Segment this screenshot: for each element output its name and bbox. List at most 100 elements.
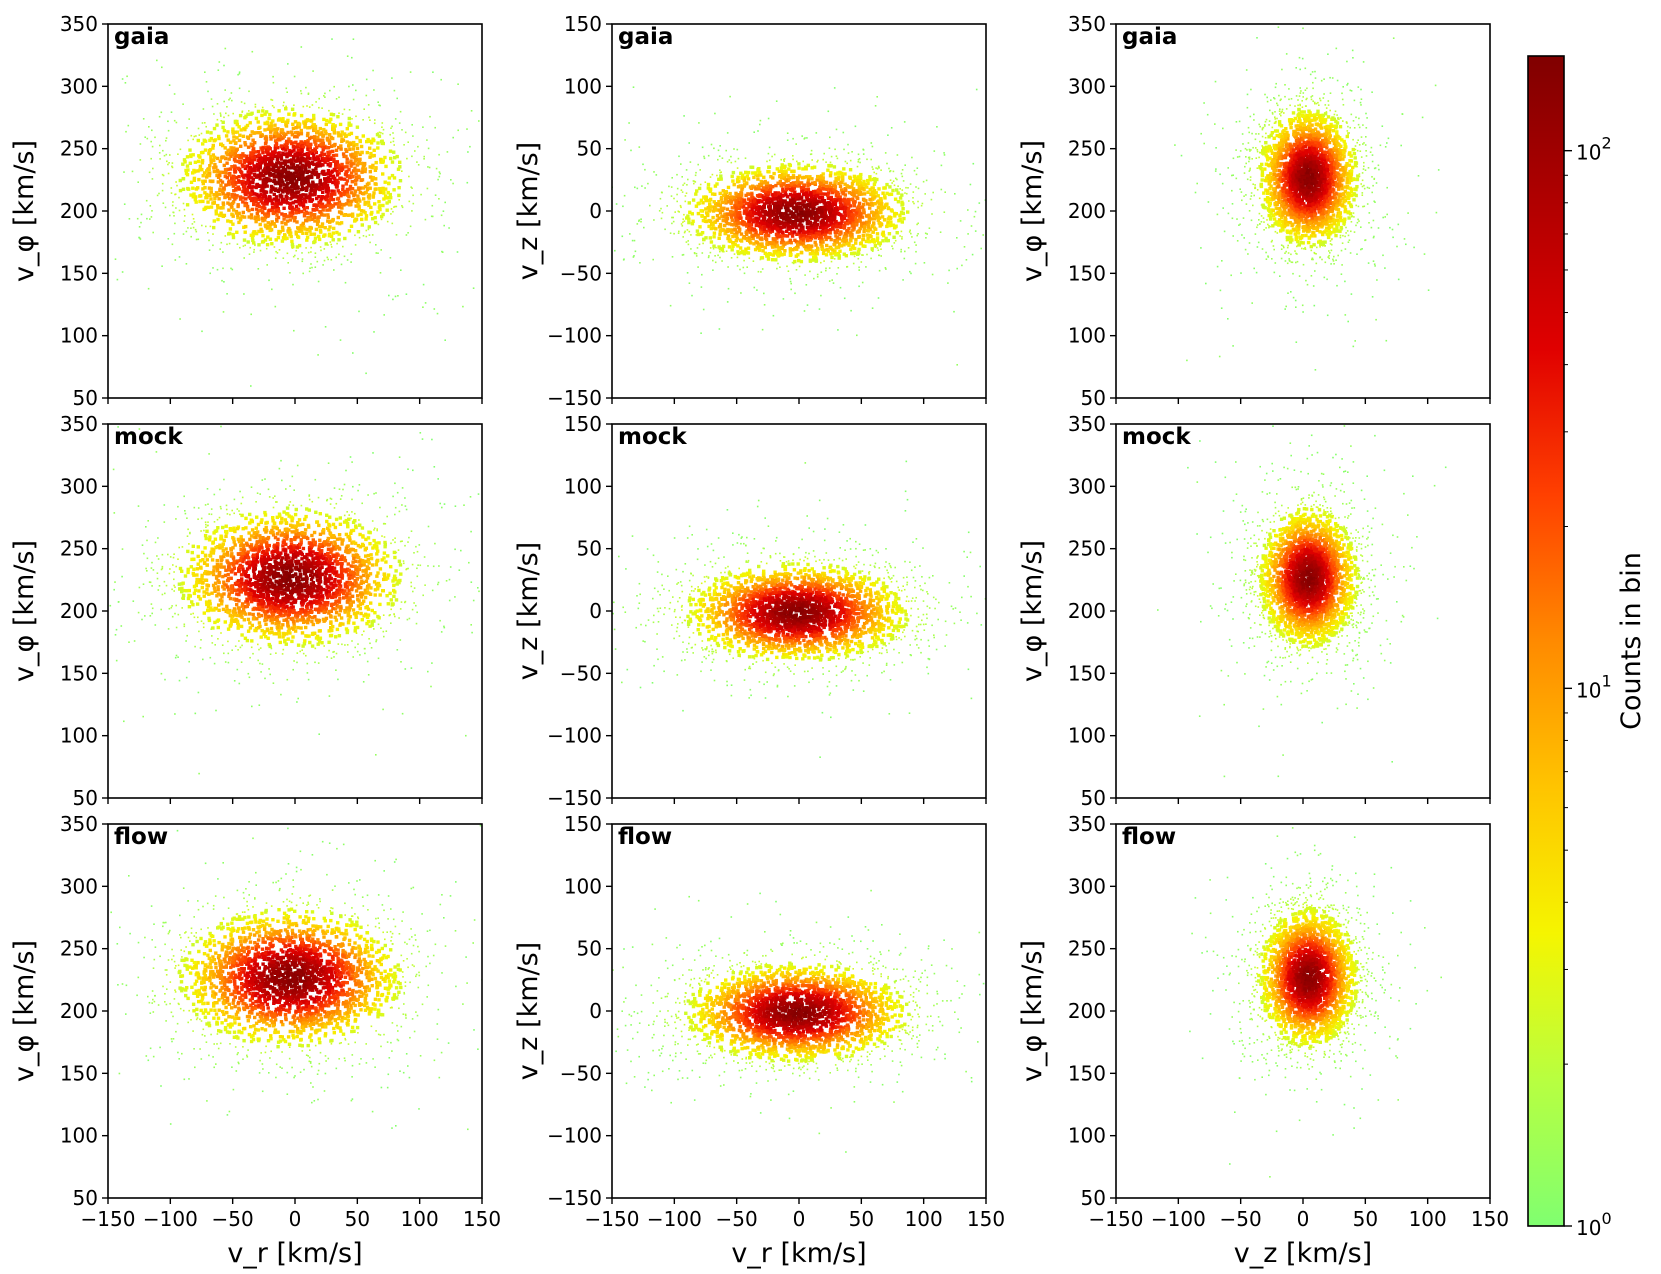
x-tick-label: 150 [967, 1207, 1005, 1231]
y-tick-label: 150 [60, 261, 98, 285]
x-tick-label: −100 [647, 1207, 702, 1231]
y-tick-label: 150 [1068, 261, 1106, 285]
y-tick-label: −150 [547, 786, 602, 810]
y-tick-label: 150 [564, 412, 602, 436]
y-tick-label: 50 [73, 1186, 98, 1210]
y-tick-label: −150 [547, 1186, 602, 1210]
y-tick-label: 150 [564, 812, 602, 836]
y-tick-label: 100 [1068, 724, 1106, 748]
y-tick-label: 50 [577, 137, 602, 161]
y-tick-label: 250 [60, 937, 98, 961]
panel-flow-vz-vphi: 50 100 150 200 250 300 350 −150 −100 −50 0 50 100 150… [1017, 812, 1509, 1269]
x-tick-label: 0 [793, 1207, 806, 1231]
x-tick-label: 50 [1353, 1207, 1378, 1231]
y-tick-label: 250 [1068, 537, 1106, 561]
y-tick-label: −100 [547, 324, 602, 348]
panel-flow-vr-vz: −150 −100 −50 0 50 100 150 −150 −100 −50 0 50 100 150… [513, 812, 1005, 1269]
colorbar-tick-label: 101 [1576, 671, 1612, 702]
x-tick-label: 0 [1297, 1207, 1310, 1231]
y-tick-label: 50 [1081, 1186, 1106, 1210]
y-axis-label: v_z [km/s] [513, 142, 544, 280]
y-axis-label: v_φ [km/s] [1017, 540, 1048, 682]
x-tick-label: 150 [1471, 1207, 1509, 1231]
x-tick-label: −100 [143, 1207, 198, 1231]
y-tick-label: 150 [564, 12, 602, 36]
y-tick-label: 150 [60, 661, 98, 685]
y-tick-label: 250 [1068, 137, 1106, 161]
y-tick-label: 250 [1068, 937, 1106, 961]
y-axis-label: v_φ [km/s] [1017, 140, 1048, 282]
x-axis-label: v_z [km/s] [1234, 1238, 1372, 1269]
x-tick-label: 100 [905, 1207, 943, 1231]
y-tick-label: 50 [1081, 786, 1106, 810]
density-points [1157, 425, 1447, 778]
panel-label: mock [1122, 424, 1191, 450]
y-tick-label: 300 [60, 874, 98, 898]
y-tick-label: 150 [1068, 661, 1106, 685]
x-axis-label: v_r [km/s] [731, 1238, 866, 1269]
y-tick-label: 100 [1068, 1124, 1106, 1148]
x-tick-label: 150 [463, 1207, 501, 1231]
x-tick-label: 50 [345, 1207, 370, 1231]
y-tick-label: 0 [589, 599, 602, 623]
y-tick-label: −100 [547, 724, 602, 748]
y-tick-label: 100 [60, 1124, 98, 1148]
y-tick-label: 150 [1068, 1061, 1106, 1085]
density-points [114, 38, 480, 387]
x-tick-label: −150 [81, 1207, 136, 1231]
x-tick-label: 100 [1409, 1207, 1447, 1231]
x-tick-label: 100 [401, 1207, 439, 1231]
panel-mock-vr-vz: −150 −100 −50 0 50 100 150 mock v_z [km/s] [513, 412, 987, 810]
y-axis-label: v_φ [km/s] [9, 540, 40, 682]
panel-label: gaia [618, 24, 673, 50]
density-points [110, 824, 482, 1131]
y-tick-label: 200 [60, 999, 98, 1023]
density-points [1174, 26, 1440, 371]
density-points [612, 460, 986, 758]
y-tick-label: 50 [73, 786, 98, 810]
colorbar: 100 101 102 Counts in bin [1527, 55, 1647, 1240]
y-tick-label: 350 [1068, 412, 1106, 436]
y-axis-label: v_φ [km/s] [9, 940, 40, 1082]
y-tick-label: −50 [560, 661, 602, 685]
y-tick-label: 50 [1081, 386, 1106, 410]
panel-label: flow [1122, 824, 1176, 850]
colorbar-tick-label: 102 [1576, 134, 1612, 165]
y-tick-label: 350 [1068, 12, 1106, 36]
panel-mock-vr-vphi: 50 100 150 200 250 300 350 mock v_φ [km/s] [9, 412, 483, 810]
y-tick-label: −50 [560, 261, 602, 285]
y-axis-label: v_z [km/s] [513, 942, 544, 1080]
density-points [612, 86, 986, 366]
y-tick-label: 300 [1068, 474, 1106, 498]
y-axis-label: v_z [km/s] [513, 542, 544, 680]
y-tick-label: 100 [60, 324, 98, 348]
y-axis-label: v_φ [km/s] [1017, 940, 1048, 1082]
x-tick-label: −150 [1089, 1207, 1144, 1231]
x-tick-label: −50 [212, 1207, 254, 1231]
panel-gaia-vr-vz: −150 −100 −50 0 50 100 150 gaia v_z [km/s] [513, 12, 987, 410]
density-points [1189, 827, 1442, 1178]
x-tick-label: 0 [289, 1207, 302, 1231]
panel-gaia-vr-vphi: 50 100 150 200 250 300 350 gaia v_φ [km/s] [9, 12, 483, 410]
panel-label: gaia [1122, 24, 1177, 50]
y-tick-label: 200 [60, 199, 98, 223]
panel-mock-vz-vphi: 50 100 150 200 250 300 350 mock v_φ [km/s] [1017, 412, 1491, 810]
y-tick-label: 350 [60, 12, 98, 36]
panel-label: mock [618, 424, 687, 450]
x-tick-label: 50 [849, 1207, 874, 1231]
panel-label: mock [114, 424, 183, 450]
y-tick-label: 100 [564, 874, 602, 898]
x-axis-label: v_r [km/s] [227, 1238, 362, 1269]
y-tick-label: 200 [1068, 999, 1106, 1023]
y-tick-label: 300 [60, 74, 98, 98]
x-tick-label: −150 [585, 1207, 640, 1231]
y-tick-label: 50 [73, 386, 98, 410]
x-tick-label: −100 [1151, 1207, 1206, 1231]
y-tick-label: 300 [1068, 874, 1106, 898]
colorbar-tick-label: 100 [1576, 1209, 1612, 1240]
y-tick-label: 50 [577, 937, 602, 961]
y-tick-label: −150 [547, 386, 602, 410]
panel-label: flow [618, 824, 672, 850]
panel-gaia-vz-vphi: 50 100 150 200 250 300 350 gaia v_φ [km/s] [1017, 12, 1491, 410]
density-points [612, 889, 985, 1153]
